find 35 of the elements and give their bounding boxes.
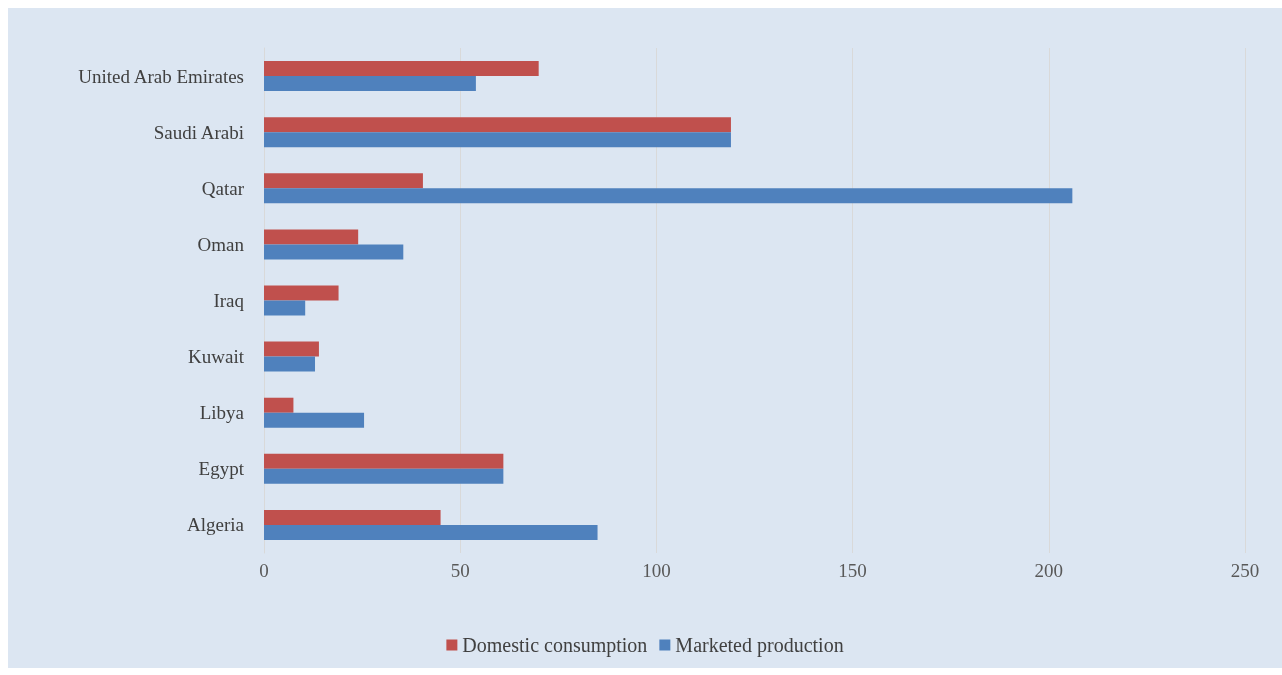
bar xyxy=(264,524,598,540)
y-tick-label: Qatar xyxy=(201,177,245,199)
legend-label: Domestic consumption xyxy=(462,634,648,657)
y-tick-label: Algeria xyxy=(187,514,245,536)
bar xyxy=(264,61,539,77)
x-tick-label: 250 xyxy=(1230,560,1260,581)
y-tick-label: Egypt xyxy=(198,458,245,480)
bar xyxy=(264,117,731,133)
y-tick-label: United Arab Emirates xyxy=(78,65,244,87)
bar xyxy=(264,412,365,428)
bar xyxy=(264,132,731,148)
x-tick-label: 150 xyxy=(838,560,867,581)
x-tick-label: 100 xyxy=(642,560,671,581)
x-tick-label: 200 xyxy=(1034,560,1064,581)
legend-label: Marketed production xyxy=(675,634,844,657)
bar xyxy=(264,341,319,357)
bar xyxy=(264,188,1073,204)
bar xyxy=(264,509,441,525)
x-tick-label: 0 xyxy=(259,560,269,581)
y-tick-label: Saudi Arabi xyxy=(153,121,244,143)
bar xyxy=(264,356,316,372)
y-tick-label: Iraq xyxy=(213,290,245,311)
bar xyxy=(264,244,404,260)
y-tick-label: Libya xyxy=(199,402,245,424)
bar xyxy=(264,397,294,413)
bar xyxy=(264,453,504,469)
bar xyxy=(264,468,504,484)
bar xyxy=(264,173,423,189)
bar xyxy=(264,285,339,301)
y-tick-label: Oman xyxy=(197,233,245,255)
bar xyxy=(264,76,476,92)
x-tick-label: 50 xyxy=(450,560,470,581)
bar xyxy=(264,300,306,316)
bar xyxy=(264,229,359,245)
y-tick-label: Kuwait xyxy=(188,346,245,368)
